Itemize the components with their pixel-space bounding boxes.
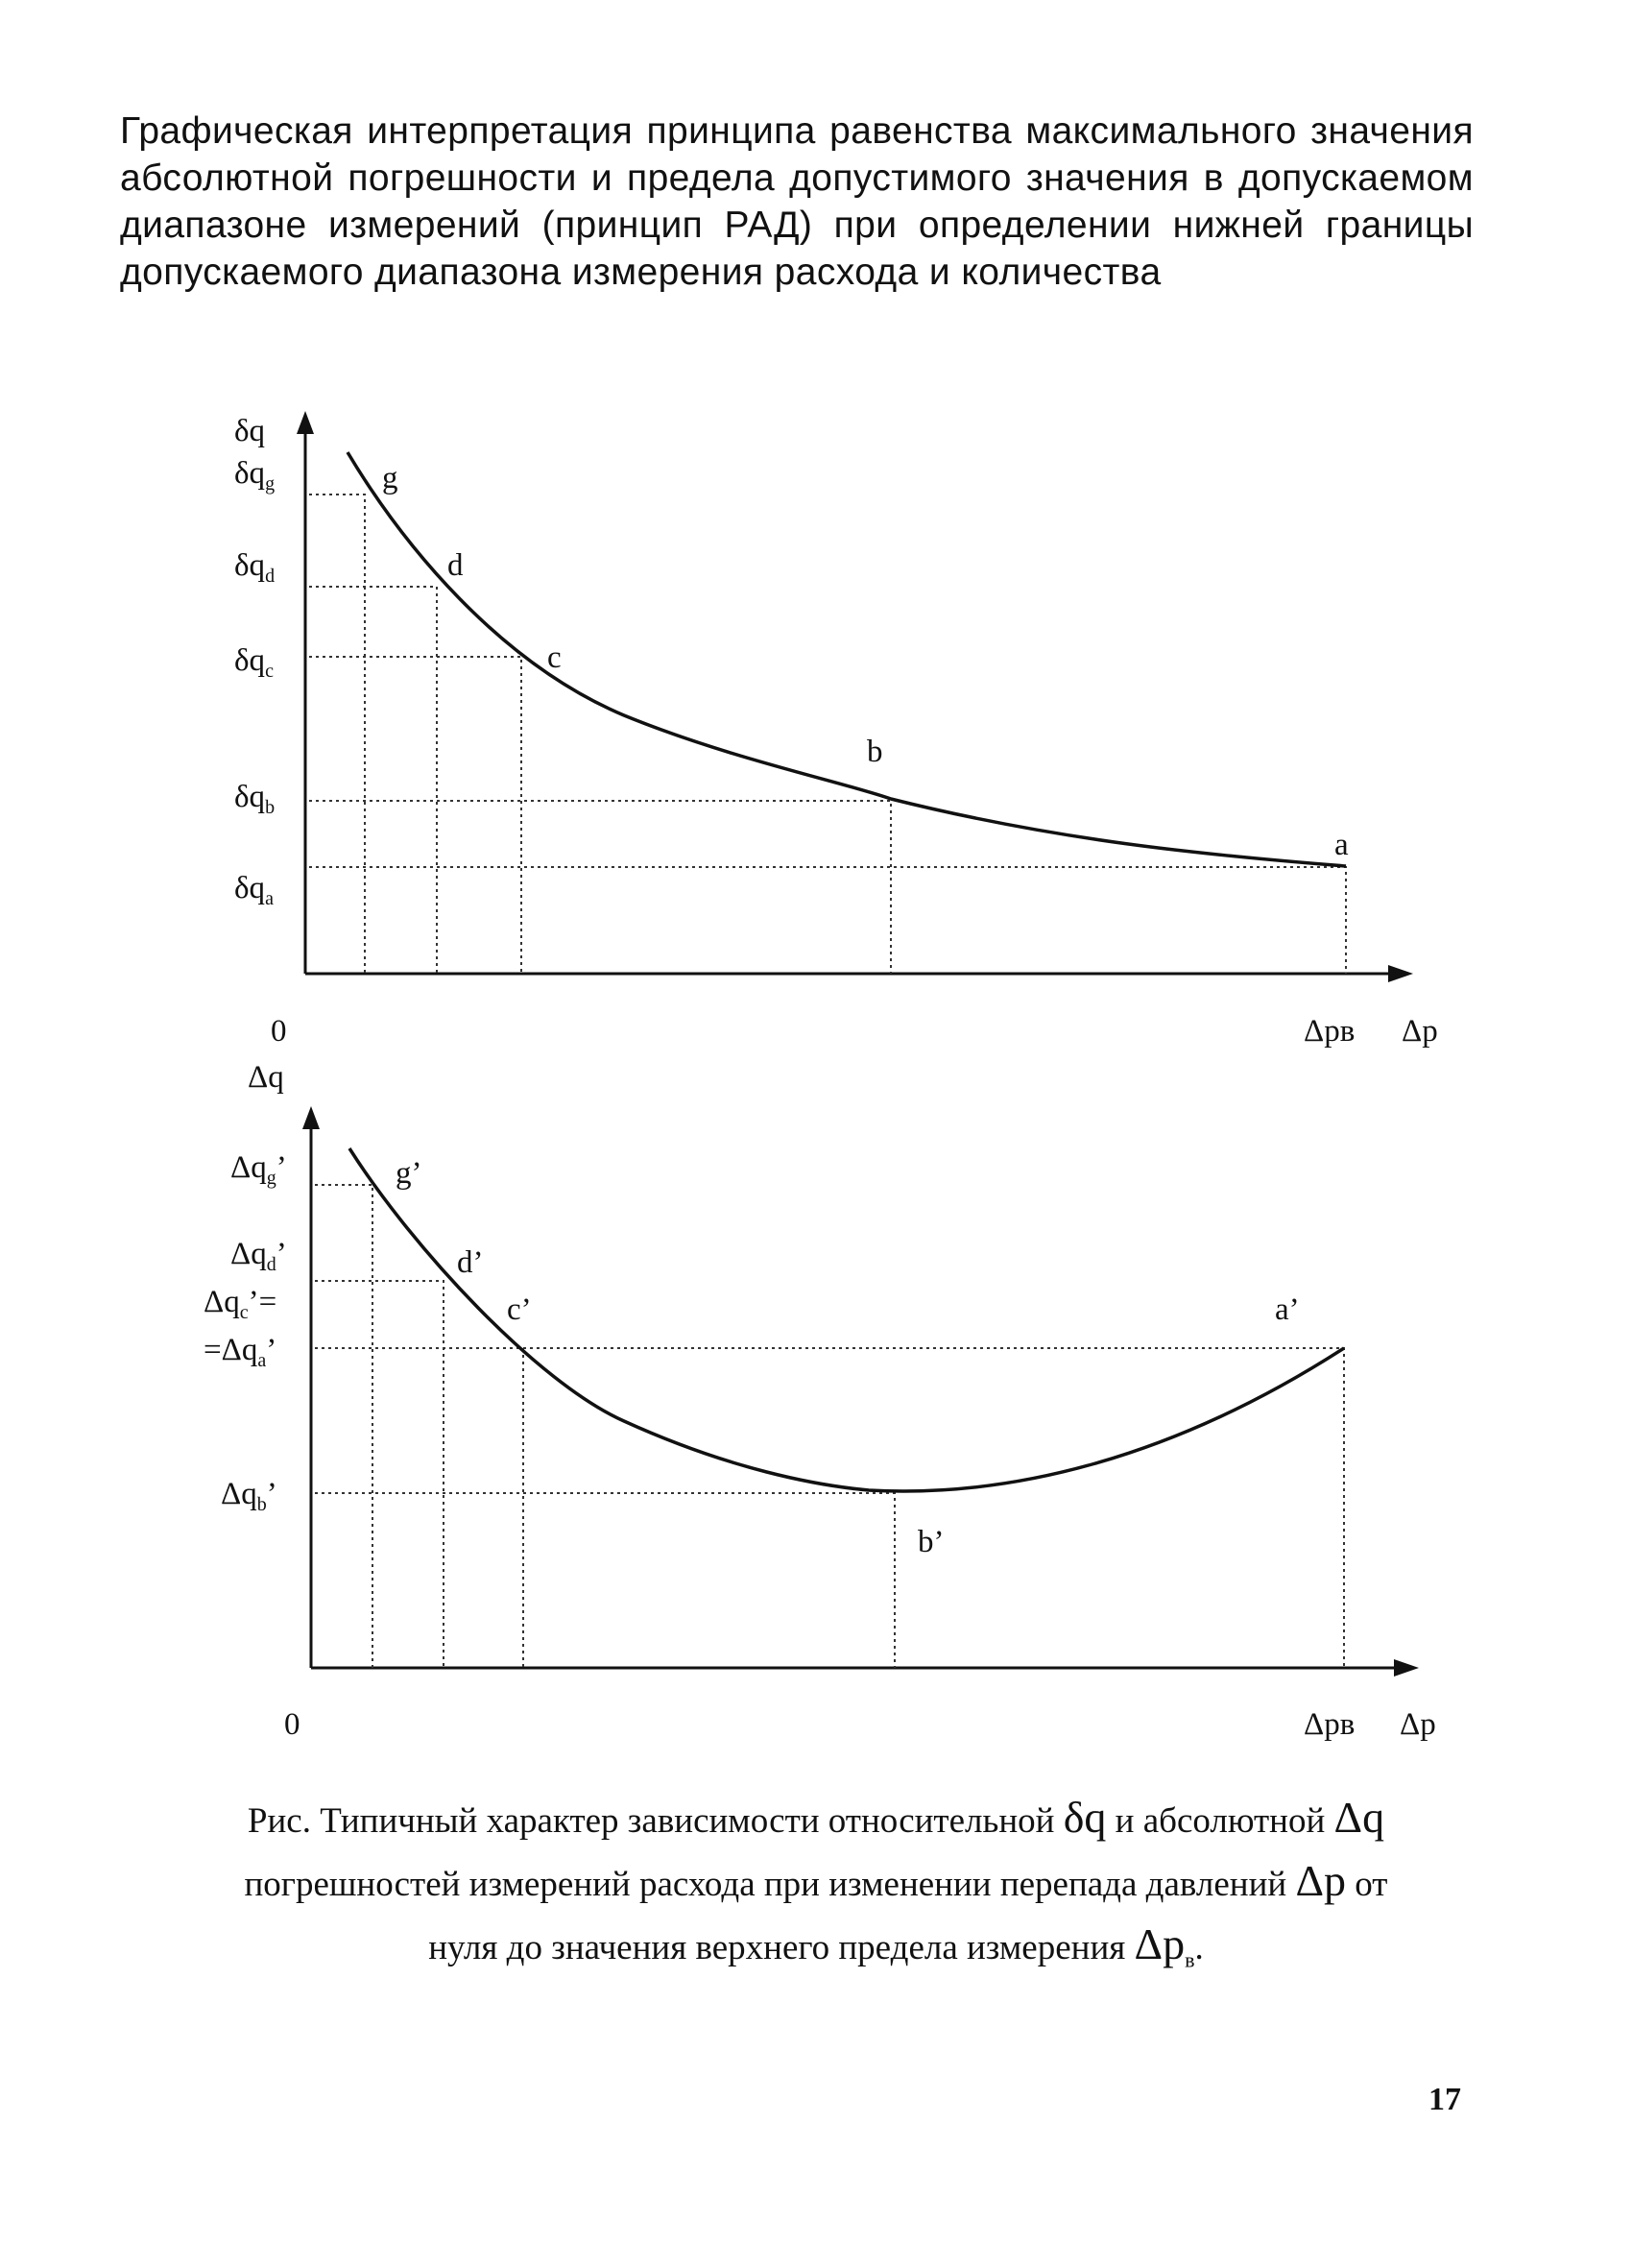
bottom-y-axis-title: Δq [248,1060,284,1095]
top-guide-a [309,866,1347,974]
bottom-origin: 0 [284,1707,300,1742]
bottom-guide-d [315,1280,444,1668]
bottom-chart: Δq 0 Δpв Δp Δqg’ Δqd’ Δqc’= =Δqa’ Δqb’ g… [204,1060,1436,1742]
bottom-guide-b [315,1492,896,1668]
bottom-x-mark: Δpв [1304,1707,1355,1742]
top-curve [346,451,1347,868]
figure-caption: Рис. Типичный характер зависимости относ… [244,1793,1388,1972]
bottom-y-arrow [302,1106,320,1129]
bottom-ytick-g: Δqg’ [230,1150,287,1189]
bottom-curve [348,1147,1345,1493]
top-ytick-b: δqb [234,780,275,818]
top-point-b: b [867,735,883,769]
bottom-point-c: c’ [507,1292,532,1327]
bottom-ytick-a: =Δqa’ [204,1333,276,1371]
top-origin: 0 [271,1014,287,1049]
top-point-d: d [447,548,464,583]
bottom-point-d: d’ [457,1245,484,1280]
top-guide-c [309,656,522,974]
bottom-ytick-d: Δqd’ [230,1237,287,1275]
top-ytick-a: δqa [234,871,274,909]
top-chart: δq 0 Δpв Δp δqg δqd δqc δqb δqa g d c b … [234,411,1438,1049]
top-y-axis-title: δq [234,414,265,448]
heading-paragraph: Графическая интерпретация принципа равен… [120,110,1474,293]
bottom-ytick-c: Δqc’= [204,1285,276,1323]
bottom-x-axis-title: Δp [1400,1707,1436,1742]
top-guide-b [309,800,892,974]
bottom-point-a: a’ [1275,1292,1300,1327]
bottom-point-b: b’ [918,1525,945,1559]
top-x-mark: Δpв [1304,1014,1355,1049]
top-x-axis-title: Δp [1402,1014,1438,1049]
top-ytick-c: δqc [234,643,274,682]
bottom-guide-g [315,1184,373,1668]
top-ytick-d: δqd [234,548,275,587]
top-guide-g [309,494,366,974]
top-x-arrow [1388,965,1413,982]
bottom-ytick-b: Δqb’ [221,1477,277,1515]
bottom-guide-ca [315,1347,1345,1668]
top-point-c: c [547,640,562,675]
top-ytick-g: δqg [234,456,275,495]
top-y-arrow [297,411,314,434]
top-point-g: g [382,461,398,495]
page-number: 17 [1428,2082,1461,2117]
bottom-x-arrow [1394,1659,1419,1677]
bottom-point-g: g’ [396,1156,422,1191]
top-guide-d [309,586,438,974]
top-point-a: a [1334,828,1349,862]
